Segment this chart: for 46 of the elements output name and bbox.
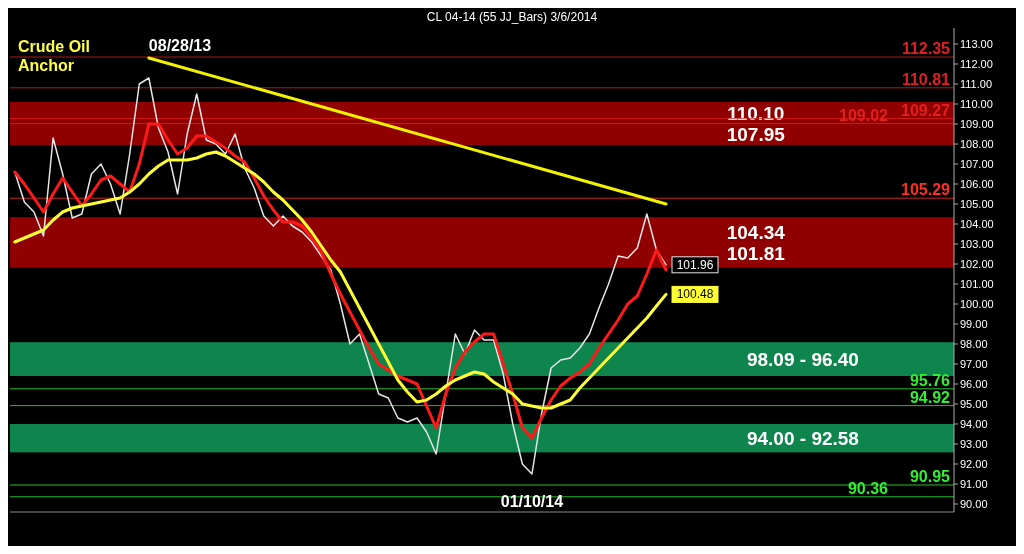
line-series [14,77,667,475]
ref-line-label: 90.36 [847,479,889,497]
ref-line-label: 95.76 [909,371,951,389]
ref-line-label: 109.02 [839,106,889,124]
y-tick-label: 113.00 [960,38,993,50]
y-tick-label: 109.00 [960,118,994,130]
annotation: 01/10/14 [500,493,564,510]
ref-line-label: 109.27 [901,101,951,119]
ref-line-label: 112.35 [901,40,951,57]
ref-line-label: 110.81 [901,70,951,88]
y-tick-label: 108.00 [960,138,994,150]
chart-title: CL 04-14 (55 JJ_Bars) 3/6/2014 [426,10,598,24]
y-tick-label: 93.00 [960,438,988,450]
ref-line-label: 90.95 [909,468,951,485]
y-tick-label: 106.00 [960,178,994,190]
band-label: 104.34 101.81 [726,222,786,264]
band-label: 110.10 107.95 [726,103,786,145]
y-tick-label: 96.00 [960,378,988,390]
y-tick-label: 99.00 [960,318,988,330]
y-tick-label: 101.00 [960,278,994,290]
y-tick-label: 98.00 [960,338,988,350]
line-series [13,122,668,440]
ref-line-label: 105.29 [901,181,951,199]
band-label: 94.00 - 92.58 [746,428,859,450]
annotation: 08/28/13 [148,37,212,54]
y-tick-label: 100.00 [960,298,994,310]
y-tick-label: 107.00 [960,158,994,170]
data-label: 101.96 [676,257,714,272]
y-tick-label: 110.00 [960,98,993,110]
y-tick-label: 94.00 [960,418,988,430]
y-tick-label: 103.00 [960,238,994,250]
y-tick-label: 104.00 [960,218,994,230]
y-tick-label: 111.00 [960,78,993,90]
line-series [13,150,668,410]
y-tick-label: 90.00 [960,498,988,510]
y-tick-label: 92.00 [960,458,988,470]
y-tick-label: 112.00 [960,58,993,70]
y-tick-label: 97.00 [960,358,988,370]
band-label: 98.09 - 96.40 [746,349,859,371]
data-label: 100.48 [676,287,714,302]
y-tick-label: 95.00 [960,398,988,410]
y-tick-label: 105.00 [960,198,994,210]
y-tick-label: 91.00 [960,478,988,490]
ref-line-label: 94.92 [909,388,951,406]
annotation: Crude Oil Anchor [18,38,91,74]
y-tick-label: 102.00 [960,258,994,270]
